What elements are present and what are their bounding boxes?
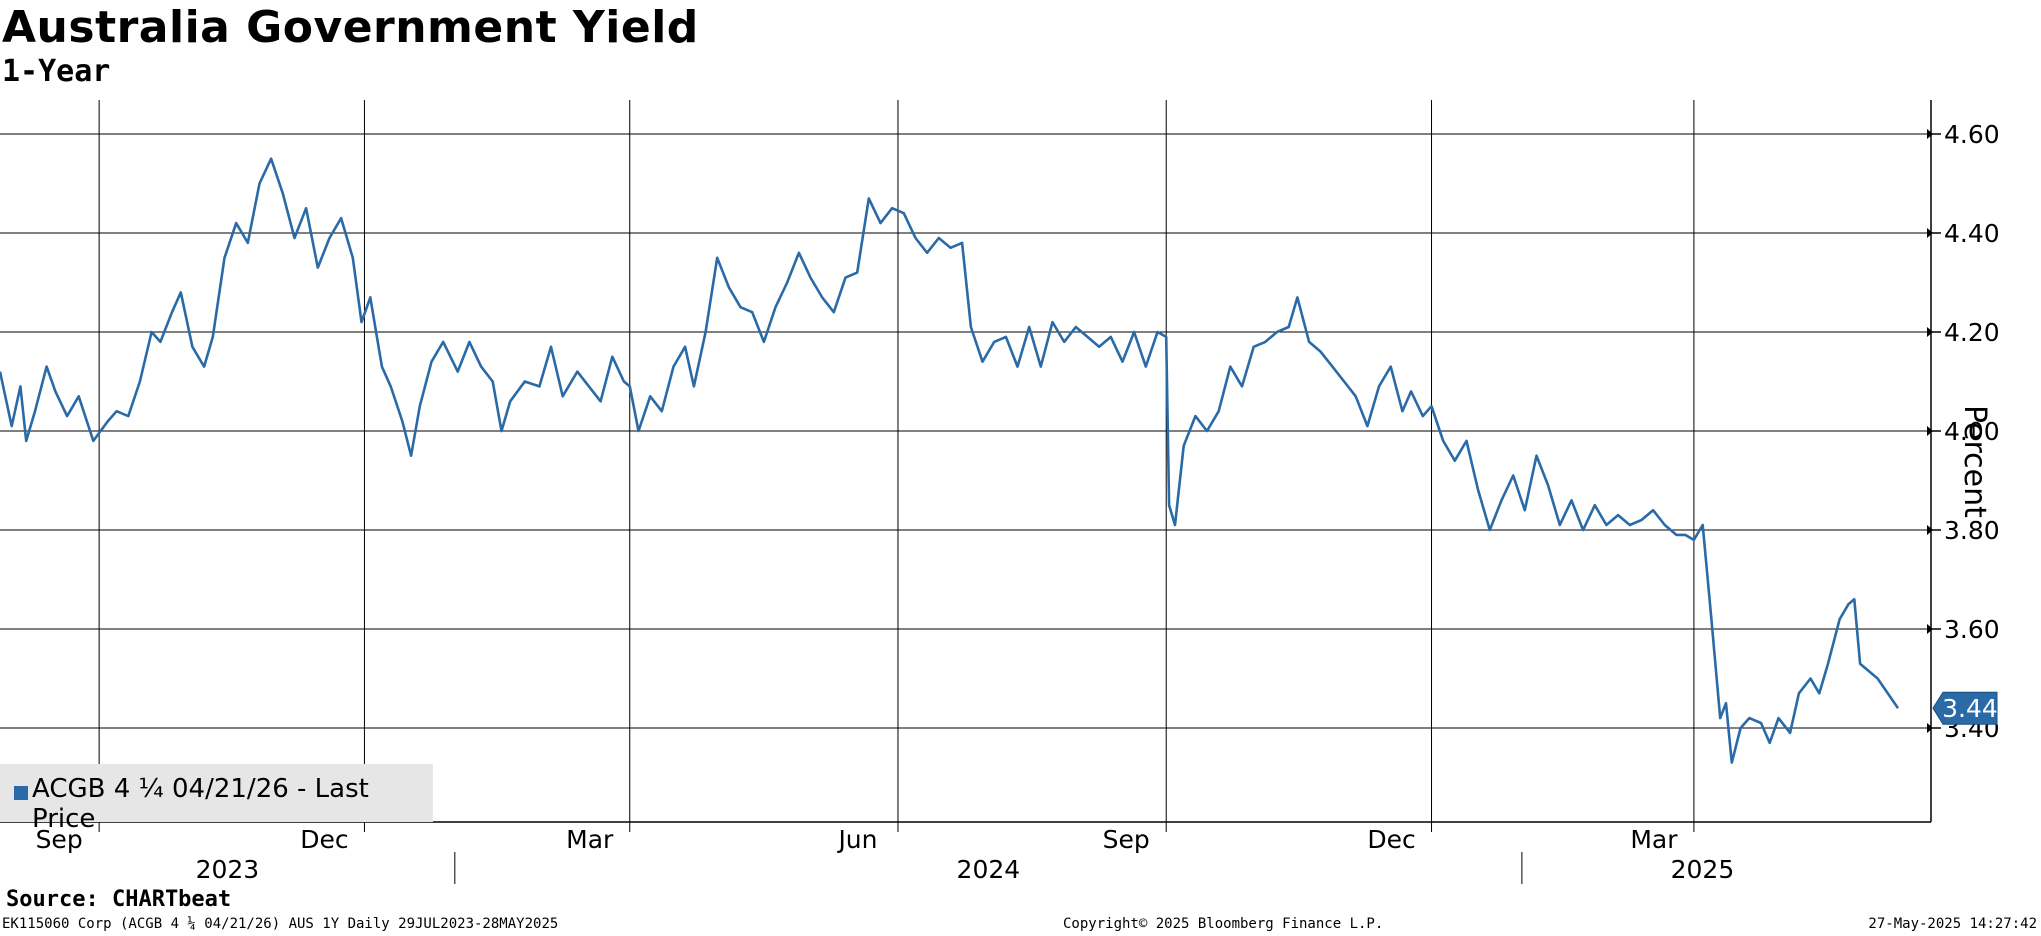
x-tick-label: Dec	[1367, 825, 1415, 854]
year-label: 2024	[957, 855, 1021, 884]
x-tick-label: Mar	[1630, 825, 1678, 854]
y-tick-arrow	[1927, 327, 1933, 337]
y-tick-label: 4.60	[1944, 120, 2000, 149]
x-tick-label: Mar	[566, 825, 614, 854]
grid-lines	[0, 100, 1931, 822]
last-value-label: 3.44	[1942, 694, 1998, 723]
y-tick-arrow	[1927, 228, 1933, 238]
y-tick-label: 3.60	[1944, 615, 2000, 644]
y-tick-arrow	[1927, 723, 1933, 733]
footer-ticker: EK115060 Corp (ACGB 4 ¼ 04/21/26) AUS 1Y…	[2, 916, 559, 932]
y-tick-arrow	[1927, 129, 1933, 139]
legend-swatch	[14, 786, 28, 800]
chart-title: Australia Government Yield	[2, 2, 699, 53]
y-tick-label: 3.80	[1944, 516, 2000, 545]
series-layer	[0, 157, 1900, 764]
y-tick-arrow	[1927, 525, 1933, 535]
x-tick-label: Dec	[300, 825, 348, 854]
axes	[0, 100, 1941, 884]
last-value-badge	[1932, 691, 1998, 725]
y-tick-label: 4.00	[1944, 417, 2000, 446]
legend: ACGB 4 ¼ 04/21/26 - Last Price	[0, 764, 433, 834]
y-tick-arrow	[1927, 426, 1933, 436]
x-tick-label: Jun	[836, 825, 877, 854]
y-tick-label: 4.40	[1944, 219, 2000, 248]
y-axis-label: Percent	[1957, 405, 1992, 518]
footer-timestamp: 27-May-2025 14:27:42	[1868, 916, 2037, 932]
year-label: 2025	[1671, 855, 1735, 884]
chart-subtitle: 1-Year	[2, 54, 111, 89]
legend-label: ACGB 4 ¼ 04/21/26 - Last Price	[32, 774, 369, 834]
year-label: 2023	[196, 855, 260, 884]
y-tick-label: 4.20	[1944, 318, 2000, 347]
source-label: Source: CHARTbeat	[6, 887, 232, 912]
footer-copyright: Copyright© 2025 Bloomberg Finance L.P.	[1063, 916, 1384, 932]
x-tick-label: Sep	[1103, 825, 1150, 854]
y-tick-arrow	[1927, 624, 1933, 634]
series-line	[0, 157, 1900, 764]
x-tick-label: Sep	[36, 825, 83, 854]
